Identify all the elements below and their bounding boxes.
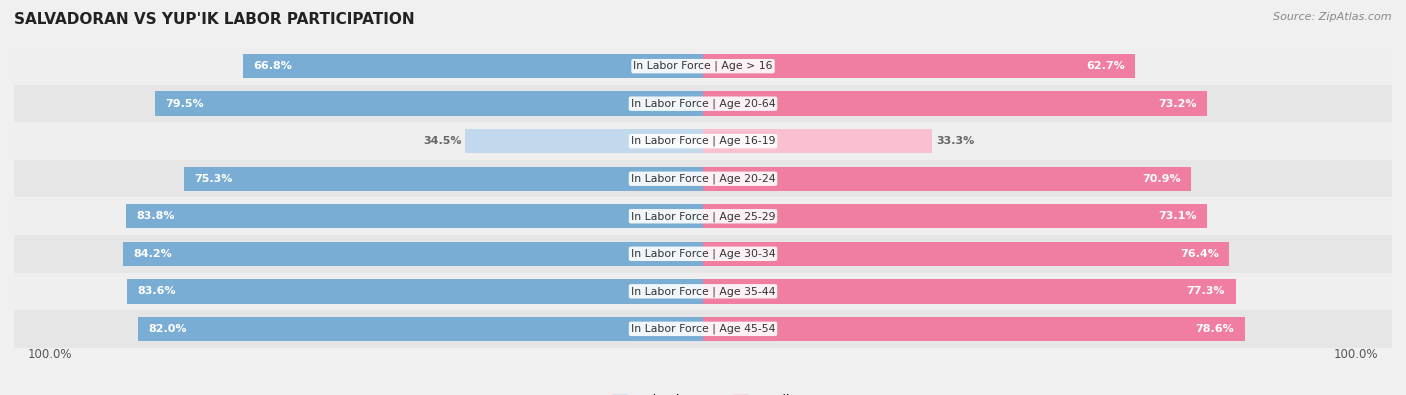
Text: 100.0%: 100.0%	[28, 348, 72, 361]
Bar	[125, 204, 703, 228]
Bar	[703, 317, 1244, 341]
Bar	[138, 317, 703, 341]
Text: 77.3%: 77.3%	[1187, 286, 1225, 296]
Bar	[14, 160, 1392, 198]
Bar	[14, 235, 1392, 273]
Text: 78.6%: 78.6%	[1195, 324, 1234, 334]
Text: In Labor Force | Age 30-34: In Labor Force | Age 30-34	[631, 248, 775, 259]
Text: In Labor Force | Age 20-64: In Labor Force | Age 20-64	[631, 98, 775, 109]
Bar	[14, 47, 1392, 85]
Text: 70.9%: 70.9%	[1143, 174, 1181, 184]
Bar	[703, 242, 1229, 266]
Bar	[703, 54, 1135, 78]
Text: In Labor Force | Age 16-19: In Labor Force | Age 16-19	[631, 136, 775, 147]
Text: 82.0%: 82.0%	[149, 324, 187, 334]
Text: 66.8%: 66.8%	[253, 61, 292, 71]
Text: 83.6%: 83.6%	[138, 286, 176, 296]
Bar	[14, 310, 1392, 348]
Text: In Labor Force | Age 25-29: In Labor Force | Age 25-29	[631, 211, 775, 222]
Bar	[703, 129, 932, 153]
Bar	[14, 85, 1392, 122]
Text: Source: ZipAtlas.com: Source: ZipAtlas.com	[1274, 12, 1392, 22]
Text: 75.3%: 75.3%	[194, 174, 233, 184]
Bar	[465, 129, 703, 153]
Text: 83.8%: 83.8%	[136, 211, 174, 221]
Bar	[122, 242, 703, 266]
Bar	[703, 92, 1208, 116]
Text: 34.5%: 34.5%	[423, 136, 461, 146]
Bar	[14, 122, 1392, 160]
Text: 84.2%: 84.2%	[134, 249, 172, 259]
Text: 62.7%: 62.7%	[1085, 61, 1125, 71]
Text: In Labor Force | Age 35-44: In Labor Force | Age 35-44	[631, 286, 775, 297]
Text: 79.5%: 79.5%	[166, 99, 204, 109]
Text: In Labor Force | Age 20-24: In Labor Force | Age 20-24	[631, 173, 775, 184]
Bar	[155, 92, 703, 116]
Text: 73.1%: 73.1%	[1157, 211, 1197, 221]
Bar	[703, 279, 1236, 303]
Bar	[14, 273, 1392, 310]
Text: In Labor Force | Age > 16: In Labor Force | Age > 16	[633, 61, 773, 71]
Text: In Labor Force | Age 45-54: In Labor Force | Age 45-54	[631, 324, 775, 334]
Text: 76.4%: 76.4%	[1180, 249, 1219, 259]
Legend: Salvadoran, Yup'ik: Salvadoran, Yup'ik	[612, 394, 794, 395]
Text: 33.3%: 33.3%	[936, 136, 974, 146]
Text: SALVADORAN VS YUP'IK LABOR PARTICIPATION: SALVADORAN VS YUP'IK LABOR PARTICIPATION	[14, 12, 415, 27]
Bar	[703, 204, 1206, 228]
Text: 100.0%: 100.0%	[1334, 348, 1378, 361]
Text: 73.2%: 73.2%	[1159, 99, 1197, 109]
Bar	[184, 167, 703, 191]
Bar	[243, 54, 703, 78]
Bar	[703, 167, 1191, 191]
Bar	[127, 279, 703, 303]
Bar	[14, 198, 1392, 235]
